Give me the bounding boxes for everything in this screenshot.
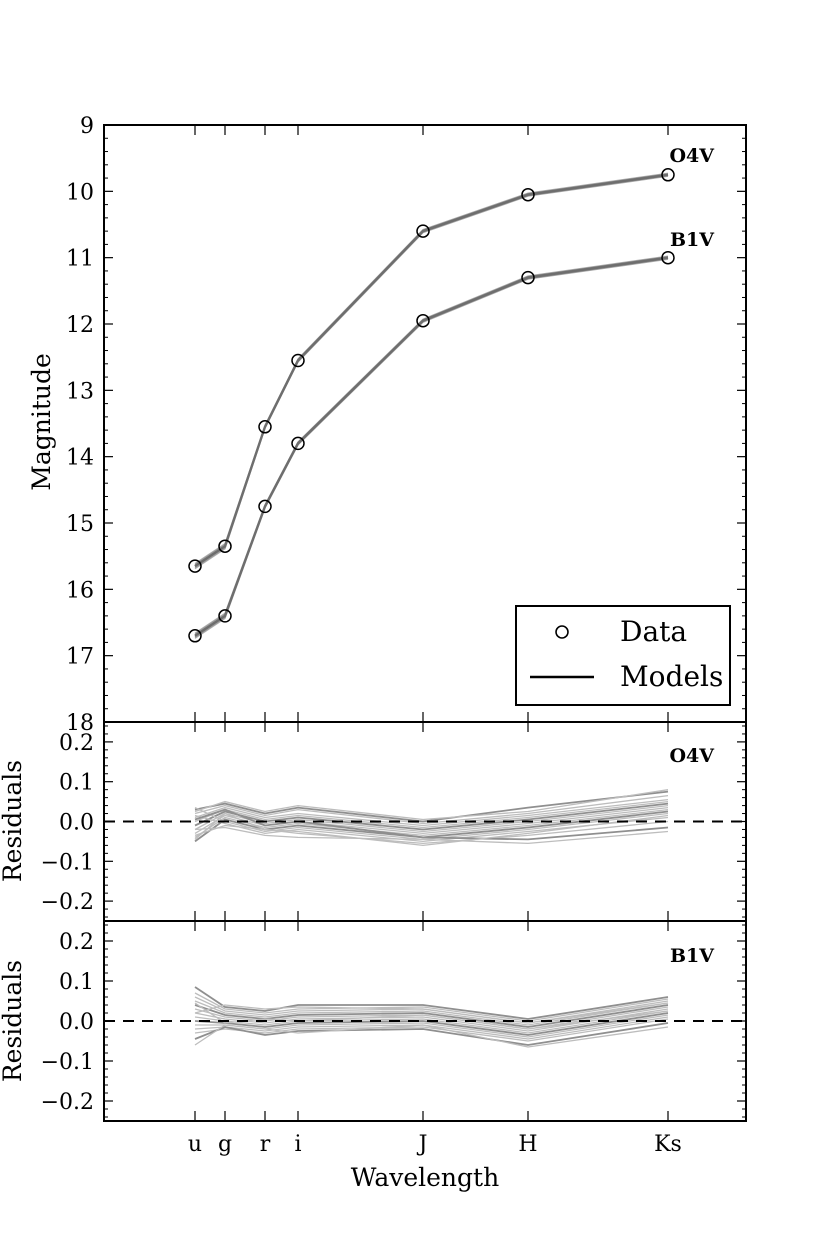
ytick-label-b1v: 0.2 [59, 930, 94, 955]
residual-line-b1v-3 [194, 1000, 669, 1026]
residual-line-b1v-15 [194, 1002, 669, 1024]
residual-line-b1v-13 [194, 1024, 669, 1048]
residual-frame-b1v [103, 920, 747, 1122]
xtick-label-i: i [294, 1132, 301, 1157]
ytick-label-11: 11 [66, 247, 94, 272]
xtick-label-u: u [188, 1132, 202, 1157]
x-axis: u g r i J H Ks [188, 125, 682, 1157]
residual-line-b1v-11 [194, 1018, 669, 1042]
residual-panel-label-o4v: O4V [669, 745, 715, 767]
residual-line-o4v-2 [194, 798, 669, 827]
wavelength-axis-label: Wavelength [351, 1163, 499, 1192]
model-line-b1v [194, 256, 669, 637]
data-point-b1v-u [188, 629, 202, 643]
series-label-o4v: O4V [669, 145, 715, 167]
legend-label-data: Data [620, 615, 687, 648]
data-point-b1v-j [416, 313, 430, 328]
data-point-o4v-i [291, 353, 305, 368]
residual-line-b1v-4 [194, 1004, 669, 1028]
model-line-b1v-0 [194, 255, 669, 634]
data-point-b1v-g [218, 609, 232, 623]
ytick-label-b1v: 0.0 [59, 1010, 94, 1035]
ytick-label-18: 18 [66, 711, 94, 736]
ytick-label-15: 15 [66, 512, 94, 537]
model-line-b1v-4 [194, 257, 669, 638]
xtick-label-j: J [417, 1132, 428, 1157]
residual-panel-label-b1v: B1V [670, 945, 715, 967]
data-point-o4v-h [521, 187, 535, 202]
ytick-label-12: 12 [66, 313, 94, 338]
magnitude-axis-label: Magnitude [27, 353, 56, 491]
data-point-o4v-g [218, 539, 232, 553]
residual-line-o4v-1 [194, 794, 669, 825]
residual-line-o4v-8 [194, 810, 669, 843]
xtick-label-r: r [260, 1132, 271, 1157]
residual-line-b1v-12 [194, 1022, 669, 1046]
ytick-label-9: 9 [80, 114, 94, 139]
legend: Data Models [515, 605, 731, 706]
ytick-label-b1v: 0.1 [59, 970, 94, 995]
ytick-label-o4v: 0.0 [59, 811, 94, 836]
xtick-label-g: g [218, 1132, 232, 1157]
legend-label-models: Models [620, 660, 723, 693]
data-point-b1v-ks [661, 250, 675, 265]
ytick-label-o4v: 0.2 [59, 731, 94, 756]
data-point-o4v-ks [661, 168, 675, 182]
data-point-o4v-j [416, 224, 430, 238]
ytick-label-o4v: 0.1 [59, 771, 94, 796]
legend-box [515, 605, 731, 706]
residual-line-o4v-14 [194, 789, 669, 821]
ytick-label-o4v: −0.2 [41, 890, 94, 915]
residuals-axis-label-b1v: Residuals [0, 960, 27, 1082]
xtick-label-h: H [518, 1132, 537, 1157]
residual-line-o4v-4 [194, 802, 669, 831]
model-line-o4v-4 [194, 174, 669, 568]
magnitude-panel: 9 10 11 12 13 14 15 16 17 18 [66, 114, 747, 736]
legend-data-marker [555, 625, 569, 639]
residual-line-b1v-0 [194, 986, 669, 1020]
ytick-label-16: 16 [66, 578, 94, 603]
residual-line-o4v-10 [194, 814, 669, 843]
data-point-b1v-r [258, 499, 272, 514]
residual-line-o4v-11 [194, 820, 669, 845]
series-label-b1v: B1V [670, 229, 715, 251]
residuals-panel-b1v: 0.2 0.1 0.0 −0.1 −0.2 [41, 920, 747, 1122]
model-line-b1v-3 [194, 257, 669, 637]
ytick-label-o4v: −0.1 [41, 850, 94, 875]
model-line-b1v-1 [194, 256, 669, 635]
ytick-label-13: 13 [66, 379, 94, 404]
model-line-o4v-6 [194, 175, 669, 570]
data-point-o4v-r [258, 420, 272, 434]
ytick-label-14: 14 [66, 446, 94, 471]
residual-line-b1v-6 [194, 1008, 669, 1032]
ytick-label-b1v: −0.2 [41, 1090, 94, 1115]
data-point-o4v-u [188, 559, 202, 573]
residual-line-o4v-13 [194, 826, 669, 845]
residual-line-o4v-7 [194, 808, 669, 838]
residual-line-o4v-0 [194, 790, 669, 823]
data-point-b1v-h [521, 270, 535, 285]
model-line-o4v [194, 173, 669, 568]
ytick-label-10: 10 [66, 180, 94, 205]
ytick-label-b1v: −0.1 [41, 1050, 94, 1075]
data-point-b1v-i [291, 436, 305, 451]
residuals-panel-o4v: 0.2 0.1 0.0 −0.1 −0.2 [41, 721, 747, 922]
xtick-label-ks: Ks [654, 1132, 682, 1157]
ytick-label-17: 17 [66, 645, 94, 670]
residual-line-o4v-15 [194, 812, 669, 847]
model-line-b1v-2 [194, 256, 669, 636]
residuals-axis-label-o4v: Residuals [0, 760, 27, 882]
model-line-o4v-5 [194, 175, 669, 569]
